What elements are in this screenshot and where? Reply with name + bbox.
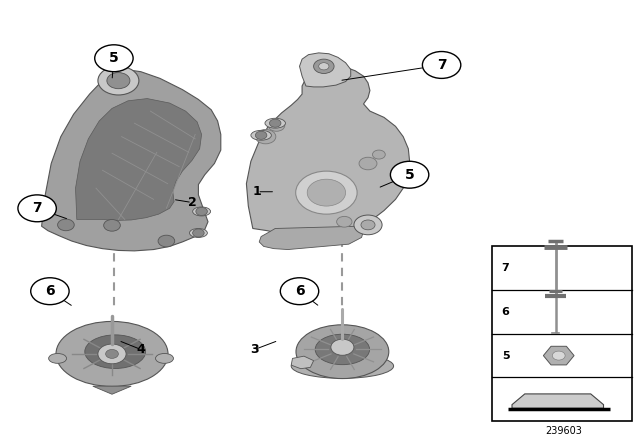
Ellipse shape [291, 354, 394, 378]
Ellipse shape [189, 228, 207, 237]
Circle shape [307, 179, 346, 206]
Ellipse shape [265, 118, 285, 128]
Circle shape [158, 235, 175, 247]
Circle shape [361, 220, 375, 230]
Text: 2: 2 [188, 196, 196, 209]
Polygon shape [291, 356, 314, 369]
Polygon shape [76, 99, 202, 220]
Ellipse shape [193, 207, 211, 216]
Polygon shape [512, 394, 604, 408]
Circle shape [98, 344, 126, 364]
Circle shape [422, 52, 461, 78]
Polygon shape [93, 386, 131, 394]
Text: 3: 3 [250, 343, 259, 356]
Polygon shape [42, 69, 221, 251]
Circle shape [359, 157, 377, 170]
Ellipse shape [316, 334, 370, 365]
Text: 5: 5 [404, 168, 415, 182]
Circle shape [552, 351, 565, 360]
Polygon shape [246, 66, 410, 237]
Circle shape [255, 129, 276, 144]
Polygon shape [300, 53, 351, 87]
Circle shape [354, 215, 382, 235]
Circle shape [314, 59, 334, 73]
Circle shape [196, 207, 207, 215]
Text: 239603: 239603 [545, 426, 582, 436]
Text: 6: 6 [45, 284, 55, 298]
Circle shape [18, 195, 56, 222]
Circle shape [269, 119, 281, 127]
Ellipse shape [56, 322, 168, 386]
Text: 5: 5 [502, 351, 509, 361]
Circle shape [107, 73, 130, 89]
Text: 6: 6 [502, 307, 509, 317]
Circle shape [95, 45, 133, 72]
Circle shape [104, 220, 120, 231]
Circle shape [58, 219, 74, 231]
Ellipse shape [296, 325, 389, 379]
Circle shape [319, 63, 329, 70]
Circle shape [280, 278, 319, 305]
FancyBboxPatch shape [492, 246, 632, 421]
Circle shape [372, 150, 385, 159]
Ellipse shape [49, 353, 67, 363]
Polygon shape [259, 226, 364, 250]
Circle shape [193, 229, 204, 237]
Circle shape [390, 161, 429, 188]
Text: 4: 4 [136, 343, 145, 356]
Text: 5: 5 [109, 51, 119, 65]
Circle shape [106, 349, 118, 358]
Ellipse shape [251, 130, 271, 140]
Circle shape [331, 339, 354, 355]
Circle shape [31, 278, 69, 305]
Text: 7: 7 [502, 263, 509, 273]
Text: 7: 7 [436, 58, 447, 72]
Ellipse shape [156, 353, 173, 363]
Text: 6: 6 [294, 284, 305, 298]
Circle shape [296, 171, 357, 214]
Circle shape [337, 216, 352, 227]
Circle shape [268, 120, 285, 131]
Circle shape [98, 66, 139, 95]
Ellipse shape [84, 335, 146, 368]
Circle shape [255, 131, 267, 139]
Text: 1: 1 [253, 185, 262, 198]
Text: 7: 7 [32, 201, 42, 215]
